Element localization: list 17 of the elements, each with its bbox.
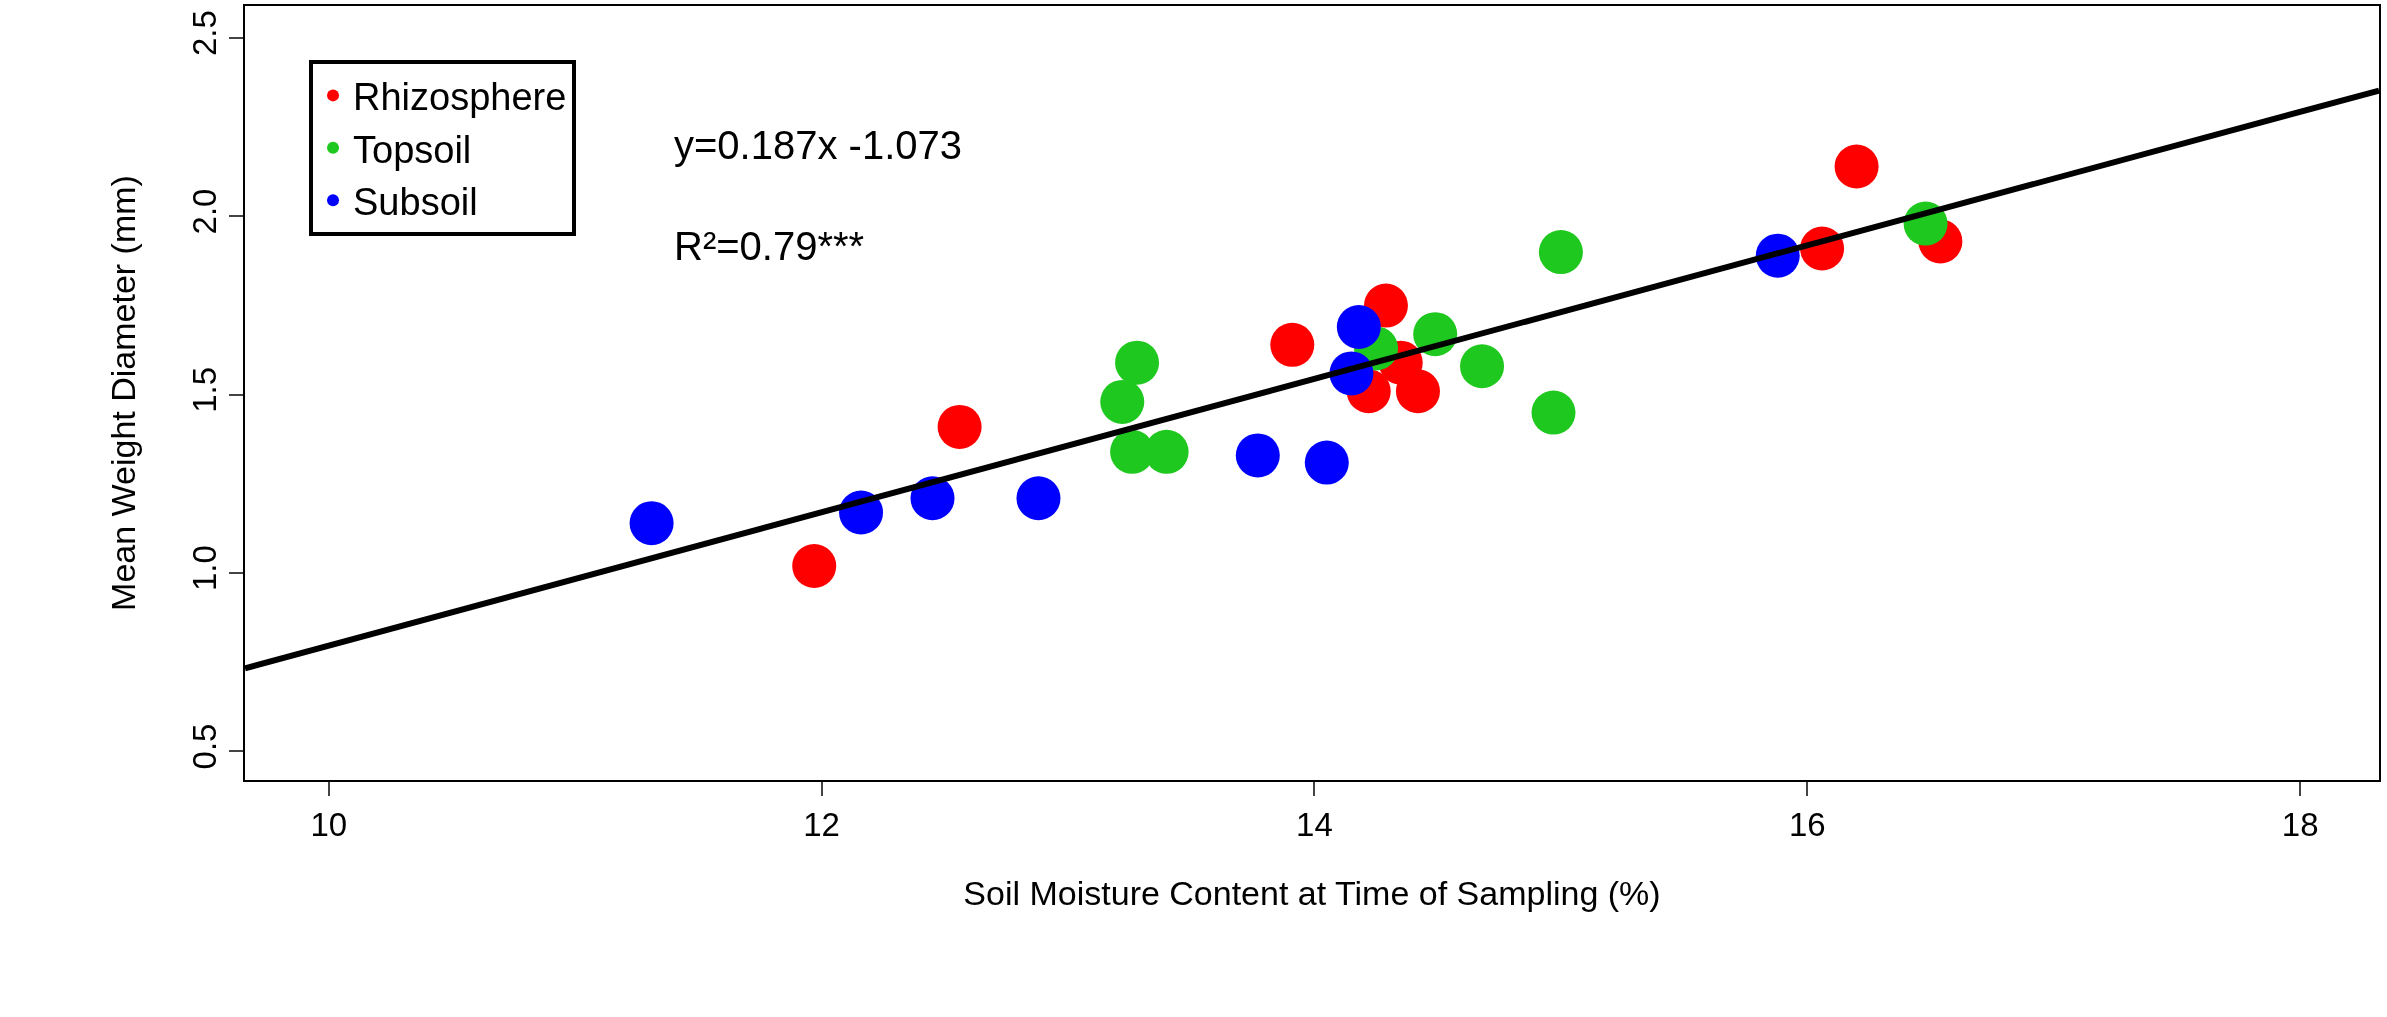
x-tick-label: 12 [803,805,840,843]
x-tick-label: 16 [1788,805,1826,843]
legend-label: Rhizosphere [353,76,567,119]
x-tick-label: 14 [1296,805,1333,843]
y-tick-label: 1.0 [185,545,223,592]
y-tick-label: 0.5 [185,723,223,770]
y-tick-label: 2.5 [185,10,223,57]
y-tick-label: 2.0 [185,188,223,235]
y-axis-title: Mean Weight Diameter (mm) [103,175,142,611]
x-axis-title: Soil Moisture Content at Time of Sampling (%) [963,874,1661,913]
y-tick-label: 1.5 [185,366,223,413]
annotation: y=0.187x -1.073 [674,123,962,167]
annotation: R²=0.79*** [674,224,865,268]
legend-label: Topsoil [353,128,472,171]
x-tick-label: 10 [310,805,348,843]
legend-label: Subsoil [353,181,478,223]
x-tick-label: 18 [2281,805,2319,843]
